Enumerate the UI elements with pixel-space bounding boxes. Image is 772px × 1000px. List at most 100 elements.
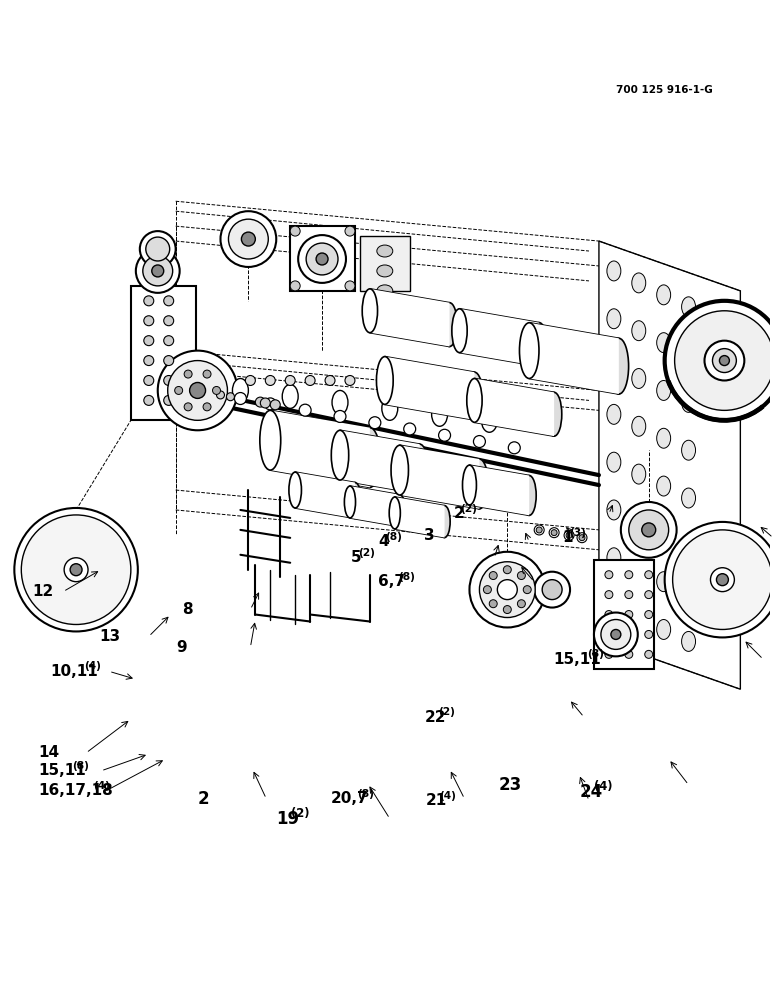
Circle shape — [508, 442, 520, 454]
Circle shape — [605, 611, 613, 619]
Circle shape — [483, 586, 491, 594]
Text: 5: 5 — [351, 550, 362, 565]
Circle shape — [143, 256, 173, 286]
Ellipse shape — [682, 536, 696, 556]
Circle shape — [404, 423, 415, 435]
Text: (2): (2) — [460, 504, 477, 514]
Circle shape — [242, 232, 256, 246]
Ellipse shape — [411, 444, 428, 494]
Circle shape — [537, 527, 542, 533]
Circle shape — [168, 361, 228, 420]
Circle shape — [298, 235, 346, 283]
Ellipse shape — [439, 506, 450, 538]
Text: 22: 22 — [425, 710, 446, 725]
Circle shape — [489, 600, 497, 608]
Circle shape — [264, 398, 276, 410]
Circle shape — [625, 611, 633, 619]
Circle shape — [140, 231, 176, 267]
Ellipse shape — [631, 464, 645, 484]
Text: 8: 8 — [182, 602, 193, 617]
Circle shape — [260, 398, 270, 408]
Ellipse shape — [607, 404, 621, 424]
Circle shape — [270, 400, 280, 410]
Circle shape — [549, 528, 559, 538]
Text: 19: 19 — [276, 810, 300, 828]
Circle shape — [645, 611, 652, 619]
Ellipse shape — [682, 488, 696, 508]
Circle shape — [334, 410, 346, 422]
Circle shape — [212, 386, 221, 394]
Text: (2): (2) — [438, 707, 455, 717]
Circle shape — [625, 571, 633, 579]
Ellipse shape — [377, 285, 393, 297]
Text: 12: 12 — [32, 584, 53, 599]
Ellipse shape — [547, 392, 562, 436]
Ellipse shape — [657, 476, 671, 496]
Ellipse shape — [631, 416, 645, 436]
Circle shape — [144, 376, 154, 385]
Circle shape — [164, 395, 174, 405]
Circle shape — [157, 351, 238, 430]
Ellipse shape — [289, 472, 301, 508]
Circle shape — [473, 436, 486, 448]
Polygon shape — [370, 289, 449, 347]
Circle shape — [534, 525, 544, 535]
Circle shape — [479, 562, 535, 618]
Circle shape — [566, 532, 572, 538]
Circle shape — [705, 341, 744, 380]
Circle shape — [325, 376, 335, 385]
Ellipse shape — [609, 338, 628, 394]
Circle shape — [164, 356, 174, 366]
Ellipse shape — [462, 465, 476, 505]
Ellipse shape — [607, 261, 621, 281]
Ellipse shape — [657, 333, 671, 353]
Circle shape — [605, 591, 613, 599]
Circle shape — [64, 558, 88, 582]
Circle shape — [369, 417, 381, 429]
Circle shape — [300, 404, 311, 416]
Ellipse shape — [607, 596, 621, 616]
Circle shape — [625, 650, 633, 658]
Ellipse shape — [482, 408, 497, 432]
Ellipse shape — [657, 572, 671, 592]
Ellipse shape — [377, 245, 393, 257]
Circle shape — [497, 580, 517, 600]
Circle shape — [203, 370, 211, 378]
Circle shape — [605, 630, 613, 638]
Circle shape — [164, 296, 174, 306]
Polygon shape — [599, 241, 740, 689]
Ellipse shape — [657, 524, 671, 544]
Polygon shape — [350, 486, 400, 527]
Ellipse shape — [471, 459, 488, 509]
Text: 3: 3 — [425, 528, 435, 543]
Circle shape — [551, 530, 557, 536]
Circle shape — [345, 226, 355, 236]
Ellipse shape — [631, 321, 645, 341]
Text: 4: 4 — [378, 534, 389, 549]
Ellipse shape — [607, 500, 621, 520]
Text: 9: 9 — [177, 640, 188, 655]
Circle shape — [469, 552, 545, 627]
Ellipse shape — [377, 357, 393, 404]
Text: (8): (8) — [73, 761, 89, 771]
Text: 2: 2 — [453, 506, 464, 521]
Text: 14: 14 — [39, 745, 59, 760]
Ellipse shape — [382, 396, 398, 420]
Ellipse shape — [607, 357, 621, 377]
Circle shape — [710, 568, 734, 592]
Text: (4): (4) — [594, 780, 613, 793]
Circle shape — [290, 226, 300, 236]
Circle shape — [136, 249, 180, 293]
Ellipse shape — [682, 584, 696, 604]
Text: (2): (2) — [292, 807, 310, 820]
Circle shape — [642, 523, 655, 537]
Ellipse shape — [332, 390, 348, 414]
Circle shape — [306, 243, 338, 275]
Circle shape — [221, 211, 276, 267]
Circle shape — [625, 630, 633, 638]
Circle shape — [665, 301, 772, 420]
Ellipse shape — [631, 512, 645, 532]
Circle shape — [542, 580, 562, 600]
Circle shape — [345, 281, 355, 291]
Polygon shape — [394, 497, 445, 538]
